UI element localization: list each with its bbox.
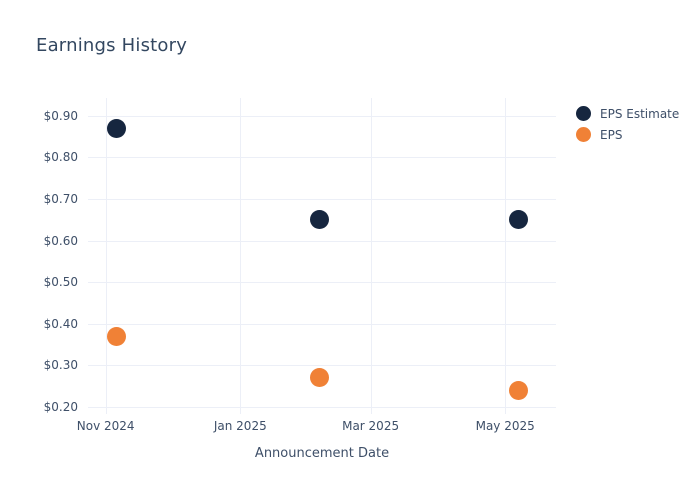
y-tick-label: $0.90	[43, 108, 78, 123]
y-gridline	[88, 323, 556, 325]
data-point-eps-estimate[interactable]	[107, 118, 127, 138]
y-tick-label: $0.40	[43, 316, 78, 331]
y-gridline	[88, 282, 556, 283]
x-gridline	[105, 98, 107, 414]
legend-item-label: EPS	[600, 127, 623, 142]
y-gridline	[88, 115, 556, 117]
y-tick-label: $0.80	[43, 150, 78, 165]
data-point-eps[interactable]	[310, 368, 330, 387]
y-gridline	[88, 240, 556, 242]
x-tick-label: May 2025	[475, 419, 535, 433]
y-gridline	[88, 406, 556, 408]
legend-item-label: EPS Estimate	[600, 106, 680, 121]
legend: EPS Estimate EPS	[576, 104, 679, 144]
x-tick-label: Nov 2024	[76, 419, 135, 433]
data-point-eps-estimate[interactable]	[509, 210, 528, 230]
y-gridline	[88, 365, 556, 367]
y-gridline	[88, 157, 556, 159]
x-axis-title: Announcement Date	[254, 446, 390, 461]
data-point-eps[interactable]	[107, 326, 127, 346]
y-tick-label: $0.20	[43, 399, 78, 414]
x-gridline	[505, 98, 507, 414]
legend-marker-icon	[576, 127, 591, 142]
y-tick-label: $0.60	[43, 233, 78, 248]
x-gridline	[240, 98, 242, 414]
y-tick-label: $0.70	[43, 191, 78, 206]
x-tick-label: Jan 2025	[213, 419, 267, 433]
legend-marker-icon	[576, 106, 591, 121]
legend-item-eps-estimate[interactable]: EPS Estimate	[576, 104, 679, 123]
data-point-eps[interactable]	[509, 380, 528, 400]
data-point-eps-estimate[interactable]	[310, 210, 330, 230]
y-gridline	[88, 198, 556, 200]
y-tick-label: $0.30	[43, 358, 78, 373]
x-gridline	[370, 98, 372, 414]
chart-title: Earnings History	[36, 35, 188, 56]
y-tick-label: $0.50	[43, 275, 78, 289]
legend-item-eps[interactable]: EPS	[576, 125, 679, 144]
x-tick-label: Mar 2025	[342, 419, 400, 433]
